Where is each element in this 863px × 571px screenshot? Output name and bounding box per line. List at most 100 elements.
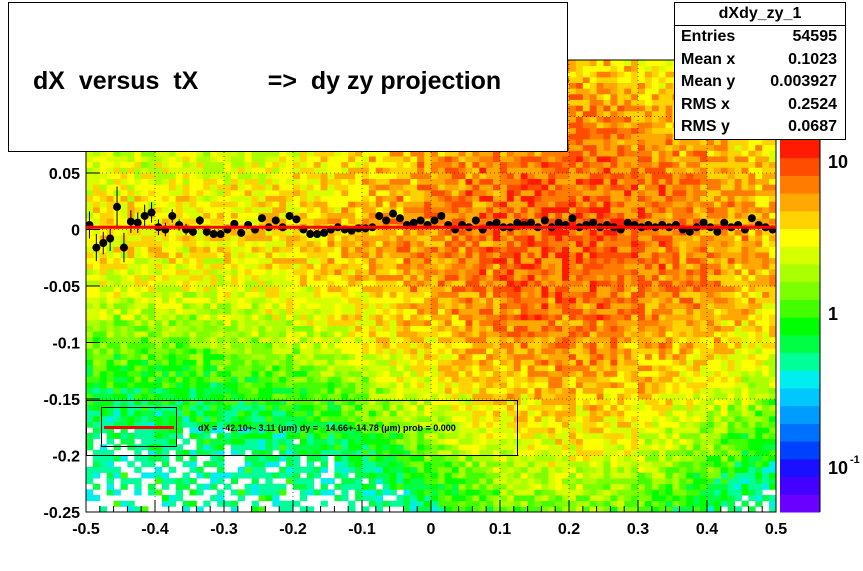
heatmap-cell — [272, 461, 280, 468]
heatmap-cell — [99, 280, 108, 287]
heatmap-cell — [355, 195, 363, 202]
heatmap-cell — [513, 472, 522, 479]
heatmap-cell — [168, 421, 177, 428]
heatmap-cell — [127, 336, 135, 343]
heatmap-cell — [437, 342, 446, 349]
heatmap-cell — [230, 302, 239, 309]
heatmap-cell — [120, 319, 128, 326]
heatmap-cell — [265, 449, 273, 456]
heatmap-cell — [293, 246, 301, 253]
heatmap-cell — [396, 240, 404, 247]
heatmap-cell — [382, 376, 390, 383]
heatmap-cell — [451, 167, 459, 174]
heatmap-cell — [161, 263, 170, 270]
heatmap-cell — [306, 461, 315, 468]
heatmap-cell — [92, 472, 101, 479]
heatmap-cell — [155, 269, 163, 276]
heatmap-cell — [293, 421, 301, 428]
heatmap-cell — [479, 427, 487, 434]
heatmap-cell — [217, 427, 225, 434]
heatmap-cell — [417, 353, 425, 360]
heatmap-cell — [375, 161, 384, 168]
heatmap-cell — [210, 415, 218, 422]
heatmap-cell — [493, 359, 501, 366]
heatmap-cell — [396, 483, 404, 490]
heatmap-cell — [293, 449, 301, 456]
heatmap-cell — [99, 336, 108, 343]
heatmap-cell — [389, 246, 397, 253]
heatmap-cell — [500, 472, 508, 479]
heatmap-cell — [86, 382, 94, 389]
heatmap-cell — [106, 257, 114, 264]
heatmap-cell — [458, 348, 466, 355]
heatmap-cell — [120, 331, 128, 338]
heatmap-cell — [189, 365, 197, 372]
heatmap-cell — [368, 235, 377, 242]
heatmap-cell — [451, 206, 459, 213]
heatmap-cell — [210, 195, 218, 202]
heatmap-cell — [134, 382, 142, 389]
heatmap-cell — [127, 421, 135, 428]
heatmap-cell — [120, 302, 128, 309]
heatmap-cell — [465, 325, 473, 332]
heatmap-cell — [134, 178, 142, 185]
heatmap-cell — [506, 269, 515, 276]
heatmap-cell — [175, 331, 183, 338]
heatmap-cell — [458, 336, 466, 343]
heatmap-cell — [258, 184, 266, 191]
heatmap-cell — [410, 178, 418, 185]
heatmap-cell — [141, 269, 149, 276]
heatmap-cell — [189, 257, 197, 264]
heatmap-cell — [161, 455, 170, 462]
heatmap-cell — [224, 500, 232, 507]
heatmap-cell — [168, 370, 177, 377]
heatmap-cell — [382, 308, 390, 315]
heatmap-cell — [189, 489, 197, 496]
heatmap-cell — [113, 178, 121, 185]
heatmap-cell — [410, 246, 418, 253]
heatmap-cell — [348, 195, 356, 202]
heatmap-cell — [182, 421, 190, 428]
heatmap-cell — [299, 478, 308, 485]
heatmap-cell — [458, 382, 466, 389]
heatmap-cell — [334, 455, 342, 462]
heatmap-cell — [493, 235, 501, 242]
heatmap-cell — [327, 393, 335, 400]
heatmap-cell — [334, 376, 342, 383]
heatmap-cell — [217, 342, 225, 349]
heatmap-cell — [217, 325, 225, 332]
heatmap-cell — [451, 342, 459, 349]
heatmap-cell — [217, 206, 225, 213]
heatmap-cell — [189, 410, 197, 417]
heatmap-cell — [396, 302, 404, 309]
heatmap-cell — [299, 314, 308, 321]
heatmap-cell — [355, 189, 363, 196]
heatmap-cell — [182, 365, 190, 372]
heatmap-cell — [155, 246, 163, 253]
heatmap-cell — [196, 359, 204, 366]
heatmap-cell — [251, 506, 259, 513]
heatmap-cell — [465, 506, 473, 513]
heatmap-cell — [348, 167, 356, 174]
heatmap-cell — [203, 421, 211, 428]
heatmap-cell — [368, 455, 377, 462]
heatmap-cell — [334, 263, 342, 270]
heatmap-cell — [175, 399, 183, 406]
heatmap-cell — [437, 472, 446, 479]
heatmap-cell — [113, 325, 121, 332]
heatmap-cell — [258, 387, 266, 394]
heatmap-cell — [355, 495, 363, 502]
heatmap-cell — [182, 404, 190, 411]
heatmap-cell — [506, 314, 515, 321]
heatmap-cell — [472, 336, 480, 343]
heatmap-cell — [106, 331, 114, 338]
heatmap-cell — [134, 201, 142, 208]
heatmap-cell — [141, 252, 149, 259]
heatmap-cell — [224, 472, 232, 479]
heatmap-cell — [265, 444, 273, 451]
heatmap-cell — [279, 178, 287, 185]
heatmap-cell — [334, 308, 342, 315]
heatmap-cell — [203, 269, 211, 276]
heatmap-cell — [99, 297, 108, 304]
heatmap-cell — [506, 257, 515, 264]
